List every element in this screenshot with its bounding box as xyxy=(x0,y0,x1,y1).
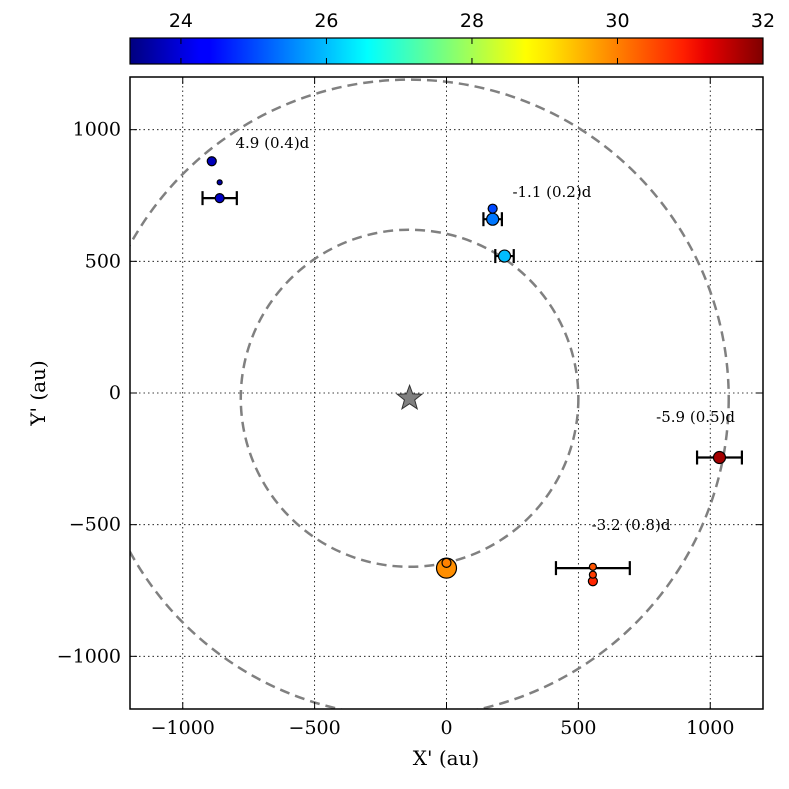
data-point xyxy=(206,156,217,167)
x-tick-label: 500 xyxy=(560,717,596,739)
orbits xyxy=(130,78,730,709)
y-axis-label: Y' (au) xyxy=(26,360,50,426)
plot-area: 4.9 (0.4)d -1.1 (0.2)d -5.9 (0.5)d -3.2 (0.… xyxy=(57,76,764,739)
data-point xyxy=(216,179,223,186)
grid-lines xyxy=(130,77,763,709)
colorbar-tick-label: 26 xyxy=(314,10,338,32)
x-tick-label: 0 xyxy=(440,717,452,739)
data-point xyxy=(588,570,597,579)
colorbar-gradient xyxy=(129,37,764,65)
colorbar-tick-label: 28 xyxy=(460,10,484,32)
colorbar-tick-label: 24 xyxy=(169,10,193,32)
axis-ticks: −1000 −500 0 500 1000 −1000 −500 0 500 1000 xyxy=(57,77,763,739)
y-tick-label: −500 xyxy=(69,514,121,536)
star-icon xyxy=(395,383,424,410)
x-tick-label: 1000 xyxy=(686,717,734,739)
orbit-circle xyxy=(239,228,580,569)
data-point xyxy=(486,212,500,226)
data-point xyxy=(214,193,225,204)
data-points xyxy=(206,156,727,587)
annotations: 4.9 (0.4)d -1.1 (0.2)d -5.9 (0.5)d -3.2 (0.… xyxy=(236,134,736,534)
central-star xyxy=(395,383,424,410)
x-tick-label: −1000 xyxy=(151,717,215,739)
colorbar-tick-label: 32 xyxy=(751,10,775,32)
colorbar: 24 26 28 30 32 xyxy=(129,10,775,65)
data-point xyxy=(712,450,727,465)
annotation-label: 4.9 (0.4)d xyxy=(236,134,310,152)
colorbar-tick-label: 30 xyxy=(605,10,629,32)
x-axis-label: X' (au) xyxy=(413,746,480,770)
x-tick-label: −500 xyxy=(289,717,341,739)
y-tick-label: 1000 xyxy=(73,119,121,141)
data-point xyxy=(497,249,512,263)
y-tick-label: −1000 xyxy=(57,645,121,667)
annotation-label: -3.2 (0.8)d xyxy=(592,516,671,534)
data-point xyxy=(441,557,452,568)
orbit-circle xyxy=(130,78,730,709)
colorbar-ticks: 24 26 28 30 32 xyxy=(169,10,775,64)
data-point xyxy=(588,562,597,571)
annotation-label: -1.1 (0.2)d xyxy=(512,183,591,201)
y-tick-label: 500 xyxy=(85,250,121,272)
data-point xyxy=(487,203,498,214)
annotation-label: -5.9 (0.5)d xyxy=(656,408,735,426)
y-tick-label: 0 xyxy=(109,382,121,404)
